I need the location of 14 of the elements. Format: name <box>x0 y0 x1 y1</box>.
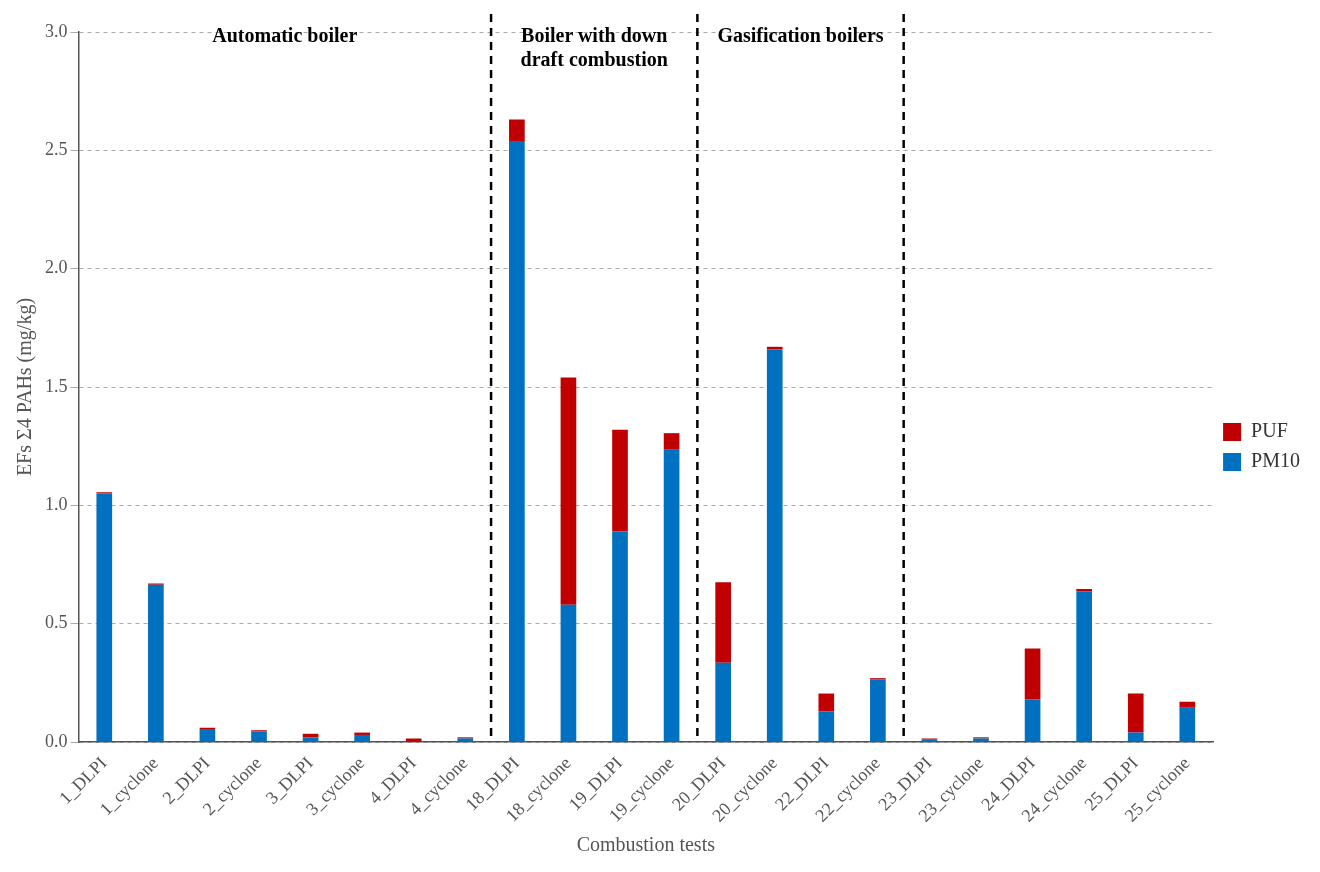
annotation: Automatic boiler <box>212 24 358 47</box>
y-axis-title: EFs Σ4 PAHs (mg/kg) <box>13 297 37 477</box>
legend-label: PUF <box>1251 419 1288 442</box>
y-tick-label: 2.5 <box>45 139 68 160</box>
annotation: Gasification boilers <box>717 24 884 47</box>
annotation: Boiler with down draft combustion <box>520 24 668 71</box>
legend-label: PM10 <box>1251 449 1300 472</box>
y-tick-label: 0.5 <box>45 612 68 633</box>
y-tick-label: 1.5 <box>45 375 68 396</box>
y-tick-label: 3.0 <box>45 20 68 41</box>
x-axis-title: Combustion tests <box>576 833 716 856</box>
y-tick-label: 0.0 <box>45 730 68 751</box>
y-tick-label: 1.0 <box>45 494 68 515</box>
y-tick-label: 2.0 <box>45 257 68 278</box>
